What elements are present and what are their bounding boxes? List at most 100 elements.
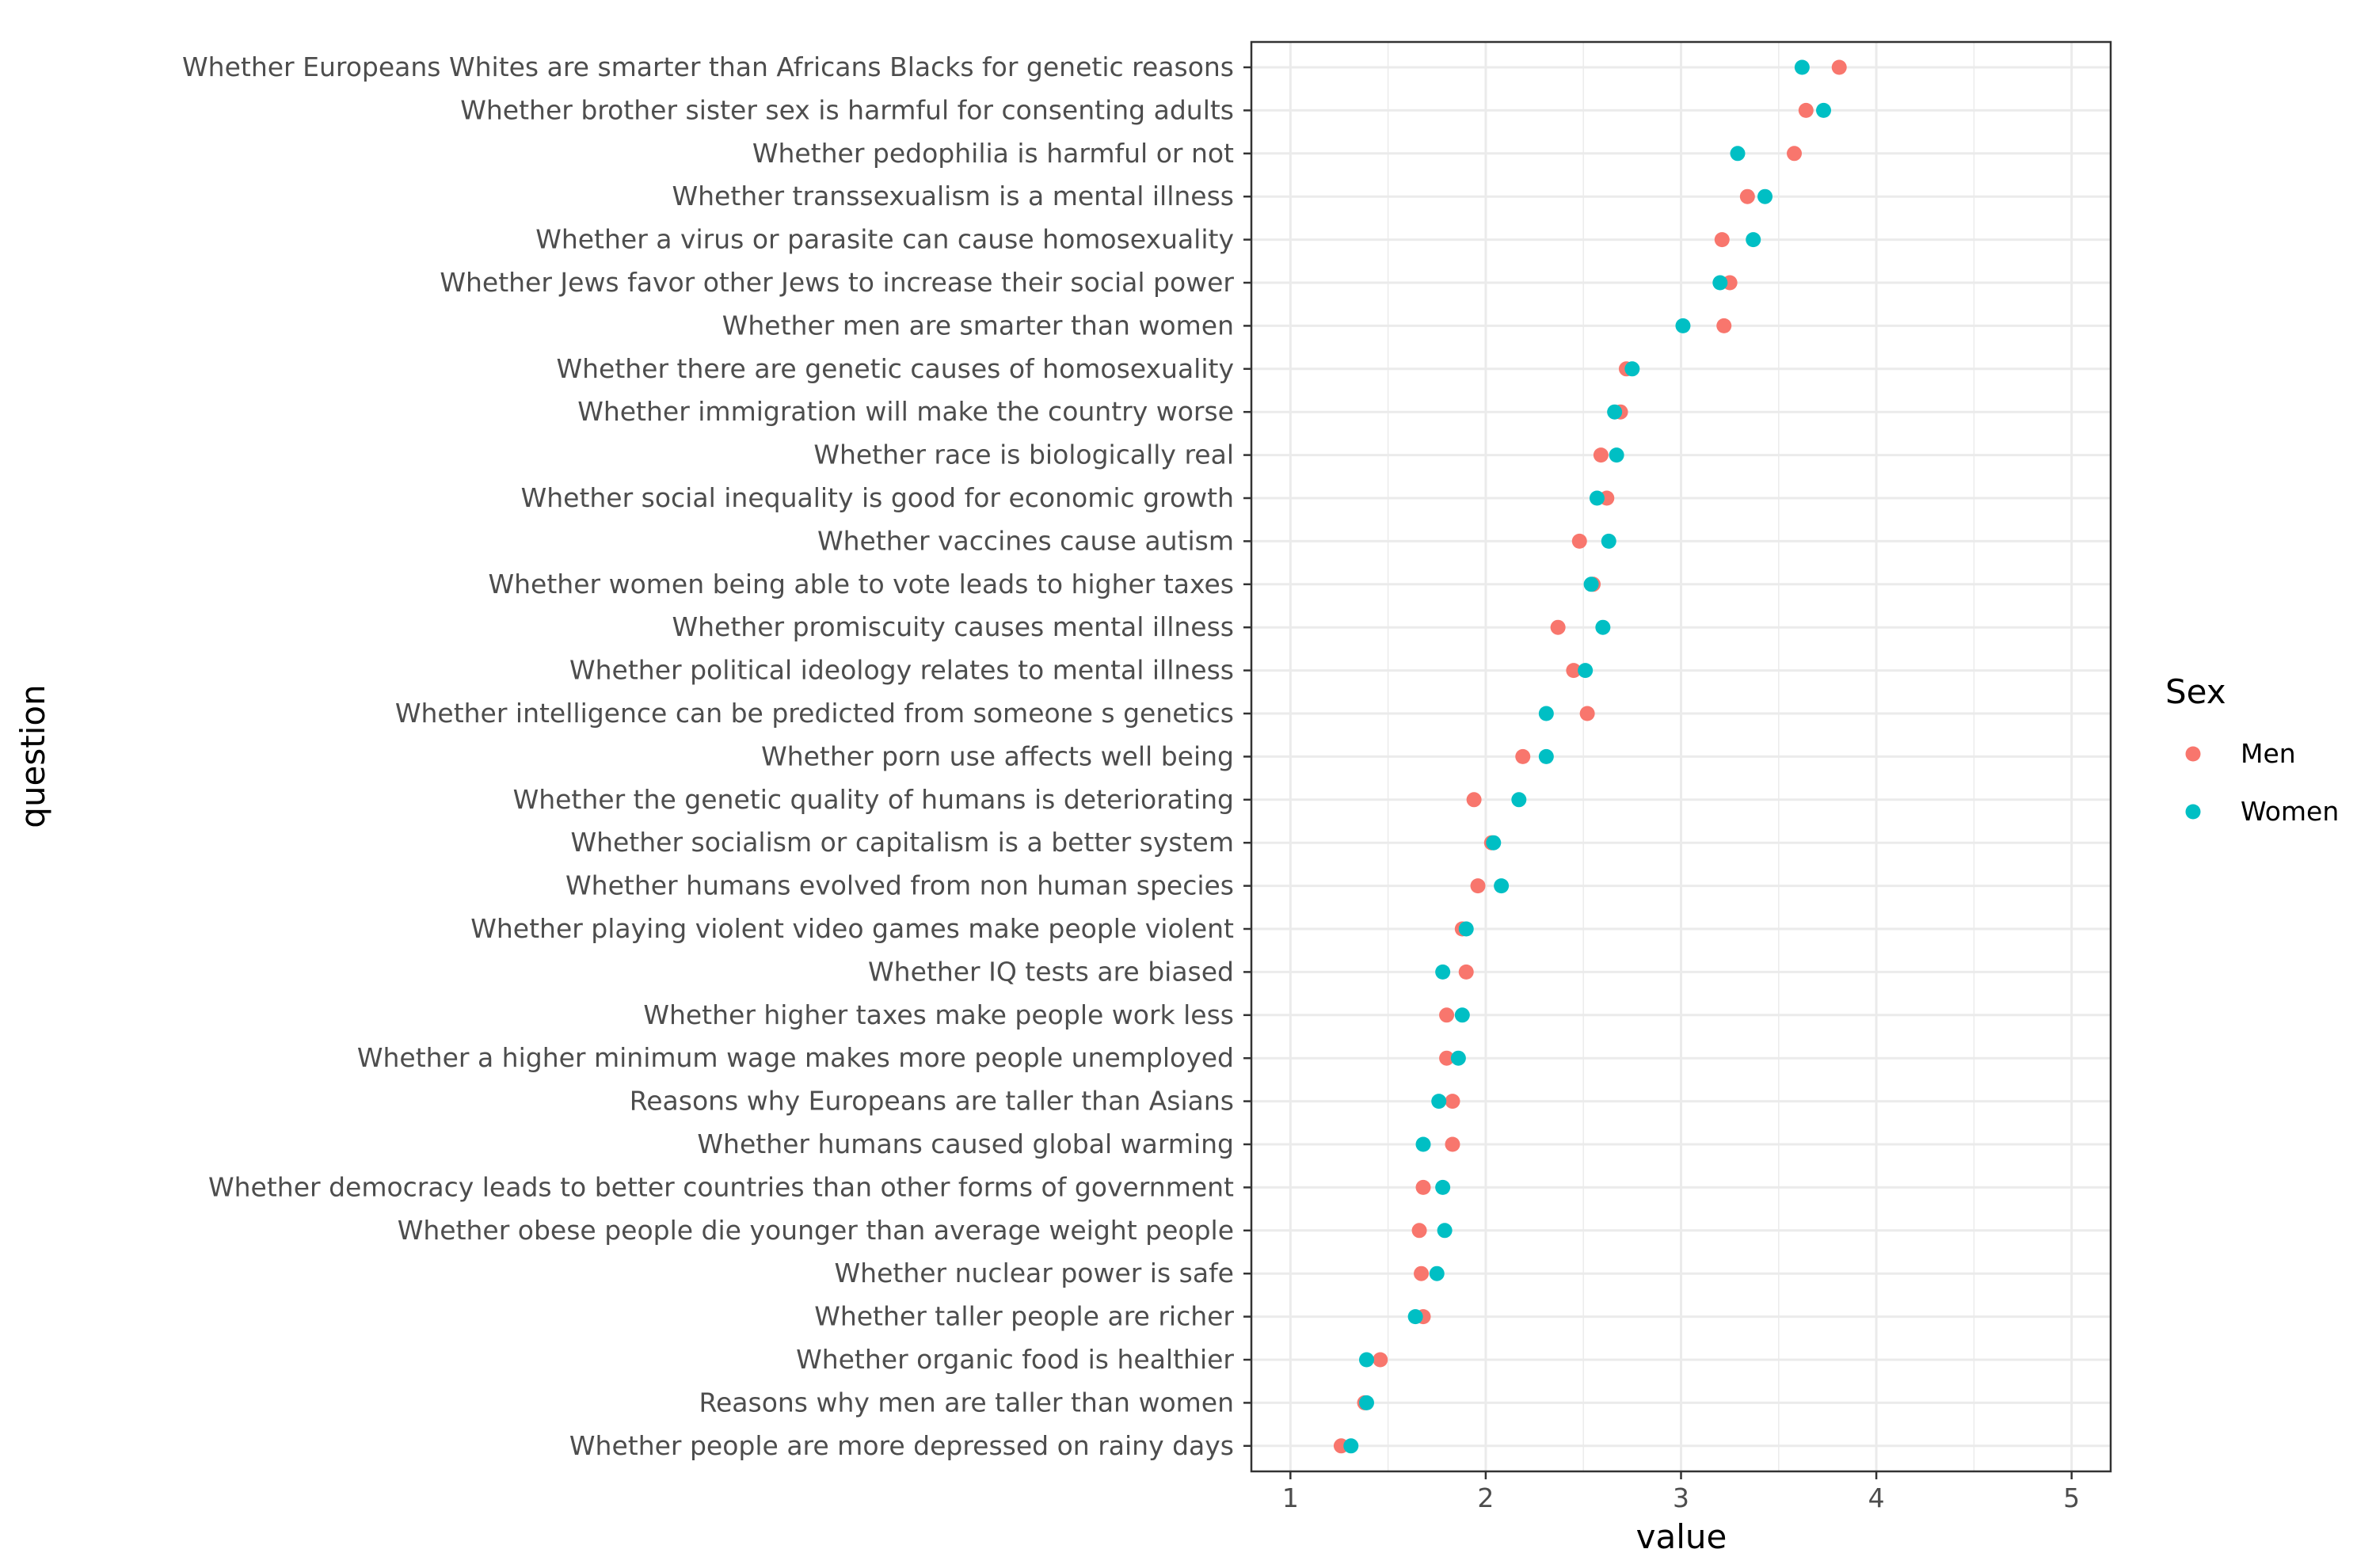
y-tick-label: Whether the genetic quality of humans is… — [513, 784, 1234, 815]
y-tick-label: Whether men are smarter than women — [722, 310, 1234, 341]
point-women — [1415, 1136, 1431, 1152]
y-tick-label: Whether women being able to vote leads t… — [489, 569, 1234, 599]
point-women — [1494, 878, 1510, 894]
point-men — [1571, 533, 1587, 549]
point-women — [1458, 921, 1474, 937]
point-men — [1593, 447, 1609, 463]
y-tick-label: Whether taller people are richer — [814, 1301, 1234, 1332]
y-tick-label: Whether IQ tests are biased — [868, 956, 1234, 987]
y-tick-label: Whether organic food is healthier — [796, 1344, 1234, 1375]
point-men — [1445, 1136, 1460, 1152]
point-men — [1466, 792, 1482, 808]
point-men — [1831, 59, 1847, 75]
point-women — [1583, 577, 1599, 592]
point-women — [1816, 102, 1832, 118]
point-women — [1624, 361, 1640, 377]
panel-grid — [1251, 42, 2111, 1471]
point-women — [1712, 275, 1728, 291]
y-tick-label: Whether race is biologically real — [813, 440, 1234, 470]
point-women — [1429, 1265, 1445, 1281]
point-women — [1431, 1094, 1447, 1109]
legend-key-women — [2185, 804, 2201, 820]
y-tick-label: Whether brother sister sex is harmful fo… — [460, 94, 1234, 125]
point-women — [1589, 490, 1605, 506]
y-tick-label: Whether higher taxes make people work le… — [643, 999, 1234, 1030]
y-tick-label: Whether playing violent video games make… — [470, 913, 1234, 944]
point-women — [1435, 964, 1451, 980]
y-tick-label: Whether humans evolved from non human sp… — [565, 870, 1234, 901]
point-men — [1798, 102, 1814, 118]
point-women — [1486, 835, 1502, 851]
x-axis-title: value — [1636, 1517, 1727, 1556]
y-tick-label: Whether a virus or parasite can cause ho… — [535, 224, 1234, 255]
y-tick-label: Whether socialism or capitalism is a bet… — [570, 827, 1234, 858]
y-tick-label: Reasons why men are taller than women — [699, 1387, 1234, 1418]
point-women — [1601, 533, 1616, 549]
point-women — [1607, 404, 1623, 420]
legend-key-men — [2185, 746, 2201, 762]
y-tick-label: Whether porn use affects well being — [761, 740, 1234, 771]
legend-items: Men Women — [2185, 738, 2339, 827]
y-tick-label: Whether nuclear power is safe — [835, 1258, 1234, 1288]
point-women — [1609, 447, 1624, 463]
point-women — [1511, 792, 1527, 808]
y-tick-label: Whether democracy leads to better countr… — [208, 1171, 1234, 1202]
y-tick-label: Whether Jews favor other Jews to increas… — [440, 267, 1234, 298]
y-tick-label: Whether Europeans Whites are smarter tha… — [182, 51, 1234, 82]
point-men — [1714, 232, 1730, 248]
y-axis-title: question — [13, 684, 52, 828]
point-men — [1411, 1223, 1427, 1239]
y-tick-label: Whether immigration will make the countr… — [577, 396, 1234, 427]
point-men — [1470, 878, 1486, 894]
point-women — [1437, 1223, 1453, 1239]
point-women — [1407, 1309, 1423, 1325]
legend-title: Sex — [2165, 672, 2226, 711]
point-men — [1439, 1007, 1455, 1023]
y-tick-label: Whether vaccines cause autism — [817, 525, 1234, 556]
y-tick-label: Whether social inequality is good for ec… — [521, 482, 1234, 513]
point-women — [1595, 619, 1611, 635]
y-tick-label: Reasons why Europeans are taller than As… — [630, 1086, 1234, 1117]
point-men — [1414, 1265, 1430, 1281]
point-women — [1358, 1352, 1374, 1368]
point-men — [1373, 1352, 1388, 1368]
point-men — [1566, 663, 1582, 679]
y-tick-label: Whether people are more depressed on rai… — [569, 1430, 1234, 1461]
point-men — [1458, 964, 1474, 980]
y-axis-ticks: Whether Europeans Whites are smarter tha… — [182, 51, 1251, 1461]
data-points — [1333, 59, 1847, 1454]
point-women — [1454, 1007, 1470, 1023]
y-tick-label: Whether pedophilia is harmful or not — [752, 138, 1234, 169]
y-tick-label: Whether a higher minimum wage makes more… — [357, 1042, 1234, 1073]
x-axis-ticks: 1 2 3 4 5 — [1282, 1471, 2080, 1513]
point-women — [1675, 318, 1691, 333]
point-men — [1739, 188, 1755, 204]
point-men — [1550, 619, 1566, 635]
x-tick-label: 4 — [1868, 1482, 1885, 1513]
legend: Sex Men Women — [2165, 672, 2339, 827]
legend-label-men: Men — [2241, 738, 2296, 769]
y-tick-label: Whether political ideology relates to me… — [569, 655, 1234, 686]
point-men — [1415, 1179, 1431, 1195]
x-tick-label: 2 — [1477, 1482, 1494, 1513]
point-men — [1579, 706, 1595, 721]
point-men — [1445, 1094, 1460, 1109]
point-men — [1787, 146, 1803, 162]
point-women — [1746, 232, 1761, 248]
point-men — [1515, 748, 1531, 764]
point-women — [1794, 59, 1810, 75]
point-women — [1757, 188, 1773, 204]
legend-label-women: Women — [2241, 796, 2339, 827]
point-women — [1538, 748, 1554, 764]
y-tick-label: Whether intelligence can be predicted fr… — [395, 698, 1234, 729]
y-tick-label: Whether there are genetic causes of homo… — [556, 353, 1234, 384]
point-women — [1730, 146, 1746, 162]
y-tick-label: Whether obese people die younger than av… — [398, 1215, 1234, 1246]
y-tick-label: Whether humans caused global warming — [697, 1128, 1234, 1159]
x-tick-label: 3 — [1673, 1482, 1689, 1513]
x-tick-label: 5 — [2063, 1482, 2080, 1513]
x-tick-label: 1 — [1282, 1482, 1299, 1513]
point-women — [1358, 1395, 1374, 1410]
